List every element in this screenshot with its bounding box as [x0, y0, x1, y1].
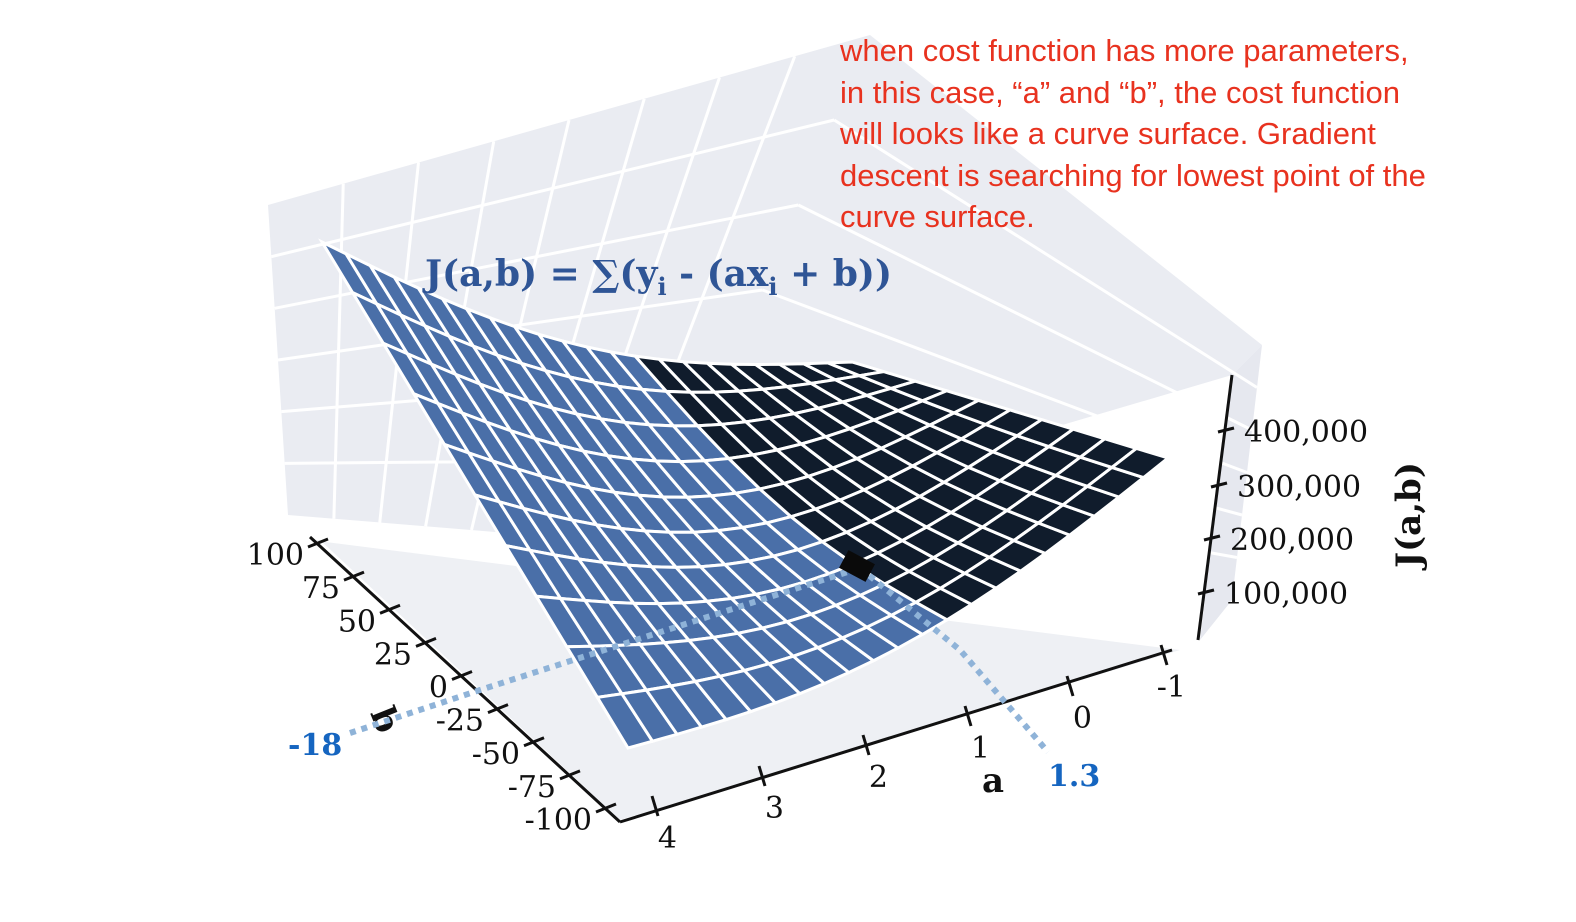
a-tick-label: 3: [765, 791, 784, 826]
a-tick-label: 4: [658, 821, 677, 856]
b-tick-mark: [379, 603, 401, 615]
b-tick-mark: [451, 670, 473, 681]
z-axis-ticks: 100,000 200,000 300,000 400,000: [1197, 415, 1368, 612]
minimum-guides: [349, 550, 1051, 754]
annotation-line: in this case, “a” and “b”, the cost func…: [840, 74, 1400, 110]
b-tick-label: -25: [436, 704, 484, 739]
grid-line: [270, 118, 835, 259]
b-guide-line: [349, 565, 861, 736]
annotation-line: curve surface.: [840, 199, 1035, 234]
a-guide-line: [858, 565, 1051, 754]
a-tick-mark: [757, 765, 767, 787]
z-tick-label: 400,000: [1244, 415, 1368, 450]
z-axis-line: [1196, 374, 1234, 641]
cost-formula: J(a,b) = ∑(yi - (axi + b)): [422, 253, 892, 301]
z-tick-mark: [1217, 426, 1235, 434]
b-minimum-label: -18: [288, 728, 342, 763]
b-tick-mark: [487, 703, 509, 715]
a-axis-title: a: [982, 761, 1004, 801]
a-tick-mark: [1159, 644, 1169, 666]
surface-cell: [1108, 446, 1172, 480]
annotation-text: when cost function has more parameters, …: [840, 30, 1560, 238]
grid-line: [277, 288, 763, 362]
a-axis-ticks: 4 3 2 1 0 -1: [650, 644, 1186, 856]
b-tick-mark: [595, 802, 617, 814]
a-tick-label: 2: [869, 760, 888, 795]
z-axis-title: J(a,b): [1389, 462, 1429, 571]
z-tick-label: 300,000: [1237, 470, 1361, 505]
a-tick-mark: [861, 734, 871, 756]
annotation-line: will looks like a curve surface. Gradien…: [840, 116, 1376, 151]
b-tick-label: 0: [429, 671, 448, 706]
a-tick-label: 1: [971, 731, 990, 766]
a-axis-line: [619, 648, 1173, 824]
b-tick-label: -75: [508, 770, 556, 805]
b-tick-label: -100: [525, 803, 592, 838]
b-tick-mark: [343, 570, 365, 582]
b-tick-label: 50: [338, 604, 376, 639]
a-tick-mark: [963, 705, 973, 727]
a-tick-label: 0: [1073, 701, 1092, 736]
b-tick-mark: [415, 636, 437, 648]
z-tick-mark: [1203, 534, 1221, 542]
annotation-line: when cost function has more parameters,: [840, 33, 1409, 68]
b-tick-label: -50: [472, 737, 520, 772]
grid-line: [833, 118, 1258, 389]
b-tick-mark: [307, 537, 329, 549]
cost-surface: [318, 238, 1172, 750]
b-tick-mark: [559, 769, 581, 781]
a-tick-mark: [650, 795, 660, 817]
annotation-line: descent is searching for lowest point of…: [840, 157, 1426, 193]
b-tick-label: 75: [302, 571, 340, 606]
z-tick-label: 200,000: [1230, 523, 1354, 558]
z-tick-mark: [1197, 588, 1215, 596]
minimum-marker: [839, 550, 875, 582]
z-tick-label: 100,000: [1224, 577, 1348, 612]
b-tick-label: 25: [374, 637, 412, 672]
b-tick-label: 100: [247, 538, 304, 573]
z-tick-mark: [1210, 481, 1228, 489]
right-wall-pane: [1200, 345, 1262, 640]
a-tick-mark: [1065, 675, 1075, 697]
a-tick-label: -1: [1157, 670, 1186, 705]
grid-line: [797, 203, 1253, 432]
grid-line: [761, 288, 1248, 474]
a-minimum-label: 1.3: [1048, 759, 1100, 794]
b-tick-mark: [523, 736, 545, 748]
